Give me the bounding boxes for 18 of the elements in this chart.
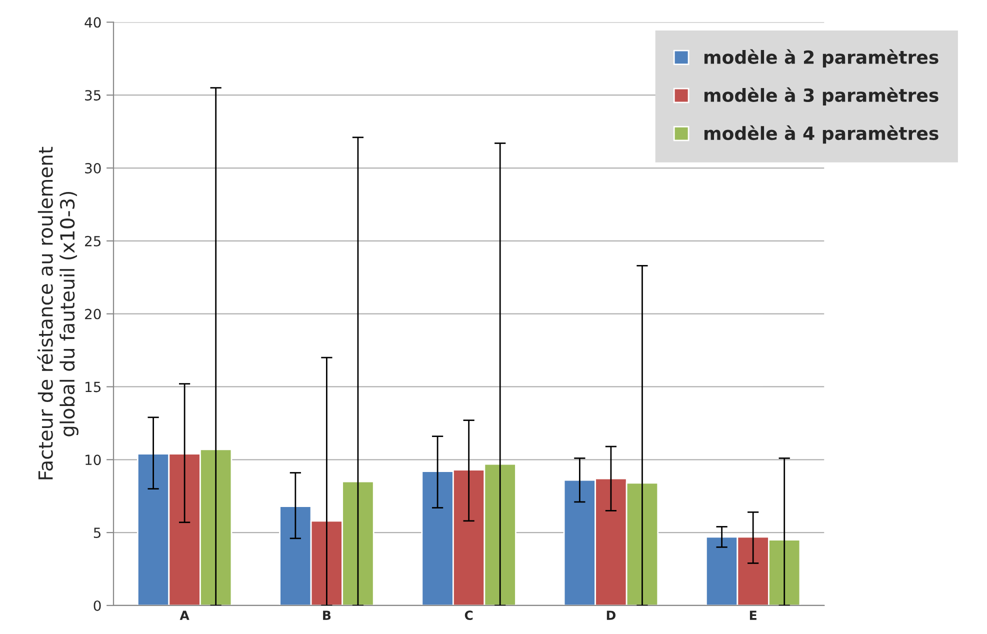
y-tick-label: 10 [86, 454, 101, 466]
legend-label: modèle à 4 paramètres [704, 125, 938, 144]
legend-label: modèle à 2 paramètres [704, 49, 938, 68]
x-tick-label: B [323, 610, 331, 620]
y-tick-label: 40 [84, 17, 101, 28]
x-tick-label: D [606, 610, 616, 620]
x-tick-label: C [464, 610, 473, 620]
legend-label: modèle à 3 paramètres [704, 87, 938, 106]
y-tick-label: 25 [85, 236, 100, 246]
y-tick-label: 15 [86, 382, 100, 392]
y-tick-label: 0 [94, 600, 101, 611]
x-tick-label: A [180, 610, 190, 620]
x-tick-label: E [750, 610, 756, 620]
y-axis-title: Facteur de réistance au roulement global du fauteuil (x10-3) [37, 146, 78, 480]
y-tick-label: 20 [85, 308, 101, 320]
y-tick-label: 30 [85, 162, 101, 174]
y-tick-label: 5 [94, 528, 100, 538]
y-tick-label: 35 [85, 90, 100, 101]
